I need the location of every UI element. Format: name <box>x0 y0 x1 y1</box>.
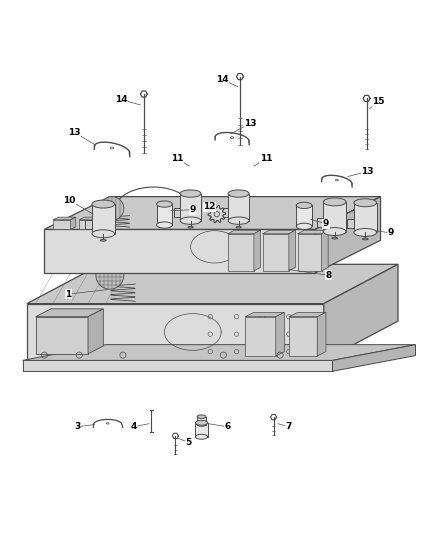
Ellipse shape <box>354 199 377 207</box>
Polygon shape <box>27 304 324 360</box>
Polygon shape <box>35 309 103 317</box>
Text: 13: 13 <box>68 127 80 136</box>
Polygon shape <box>35 317 88 354</box>
Polygon shape <box>195 423 208 437</box>
Ellipse shape <box>296 202 312 208</box>
Polygon shape <box>315 197 381 273</box>
Ellipse shape <box>156 201 172 207</box>
Polygon shape <box>208 206 226 223</box>
Ellipse shape <box>180 190 201 197</box>
Polygon shape <box>22 360 332 372</box>
Polygon shape <box>71 217 76 229</box>
Polygon shape <box>44 197 381 229</box>
Ellipse shape <box>323 228 346 236</box>
Polygon shape <box>317 312 326 356</box>
Polygon shape <box>297 234 321 271</box>
Ellipse shape <box>230 137 234 139</box>
Polygon shape <box>263 234 289 271</box>
Polygon shape <box>22 345 416 360</box>
Ellipse shape <box>195 434 208 439</box>
Bar <box>85 220 92 229</box>
Polygon shape <box>88 309 103 354</box>
Text: 15: 15 <box>372 98 385 107</box>
Text: 13: 13 <box>361 167 374 176</box>
Text: 5: 5 <box>185 438 191 447</box>
Text: 11: 11 <box>171 154 184 163</box>
Polygon shape <box>228 234 254 271</box>
Text: 11: 11 <box>260 154 272 163</box>
Polygon shape <box>263 230 295 234</box>
Ellipse shape <box>197 415 206 418</box>
Polygon shape <box>323 202 346 231</box>
Ellipse shape <box>188 227 193 228</box>
Polygon shape <box>156 204 172 225</box>
Circle shape <box>100 197 124 220</box>
Text: 1: 1 <box>65 289 71 298</box>
Polygon shape <box>297 230 328 234</box>
Polygon shape <box>321 230 328 271</box>
Polygon shape <box>79 217 102 220</box>
Ellipse shape <box>195 421 208 425</box>
Ellipse shape <box>100 239 106 241</box>
Polygon shape <box>228 230 261 234</box>
Polygon shape <box>53 217 76 220</box>
Ellipse shape <box>110 147 114 149</box>
Text: 8: 8 <box>325 271 331 280</box>
Bar <box>317 218 323 227</box>
Polygon shape <box>228 193 249 221</box>
Polygon shape <box>289 317 317 356</box>
Ellipse shape <box>228 190 249 197</box>
Polygon shape <box>53 220 71 229</box>
Ellipse shape <box>332 237 338 239</box>
Polygon shape <box>276 312 285 356</box>
Polygon shape <box>180 193 201 221</box>
Text: 6: 6 <box>225 422 231 431</box>
Text: 9: 9 <box>190 205 196 214</box>
Ellipse shape <box>92 200 115 208</box>
Ellipse shape <box>354 229 377 237</box>
Text: 13: 13 <box>244 119 257 128</box>
Ellipse shape <box>323 198 346 206</box>
Ellipse shape <box>228 217 249 224</box>
Ellipse shape <box>106 423 109 424</box>
Text: 9: 9 <box>323 219 329 228</box>
Polygon shape <box>289 312 326 317</box>
Bar <box>222 208 228 216</box>
Polygon shape <box>27 264 398 304</box>
Ellipse shape <box>156 222 172 228</box>
Polygon shape <box>296 205 312 227</box>
Ellipse shape <box>180 217 201 224</box>
Polygon shape <box>289 230 295 271</box>
Text: 9: 9 <box>387 228 394 237</box>
Polygon shape <box>44 229 315 273</box>
Ellipse shape <box>197 423 206 426</box>
Ellipse shape <box>236 227 241 228</box>
Polygon shape <box>245 317 276 356</box>
Polygon shape <box>324 264 398 360</box>
Text: 14: 14 <box>216 75 228 84</box>
Text: 10: 10 <box>63 196 75 205</box>
Polygon shape <box>332 345 416 372</box>
Text: 12: 12 <box>203 202 215 211</box>
Polygon shape <box>354 203 377 232</box>
Text: 7: 7 <box>286 422 292 431</box>
Text: 14: 14 <box>115 95 128 104</box>
Polygon shape <box>97 217 102 229</box>
Polygon shape <box>92 204 115 234</box>
Polygon shape <box>254 230 261 271</box>
Text: 3: 3 <box>74 422 80 431</box>
Polygon shape <box>245 312 285 317</box>
Text: 4: 4 <box>131 422 137 431</box>
Bar <box>174 208 180 216</box>
Ellipse shape <box>296 223 312 230</box>
Circle shape <box>96 261 124 289</box>
Ellipse shape <box>92 230 115 238</box>
Polygon shape <box>197 417 206 425</box>
Ellipse shape <box>362 238 368 240</box>
Bar <box>347 219 354 228</box>
Polygon shape <box>79 220 97 229</box>
Ellipse shape <box>336 180 339 181</box>
